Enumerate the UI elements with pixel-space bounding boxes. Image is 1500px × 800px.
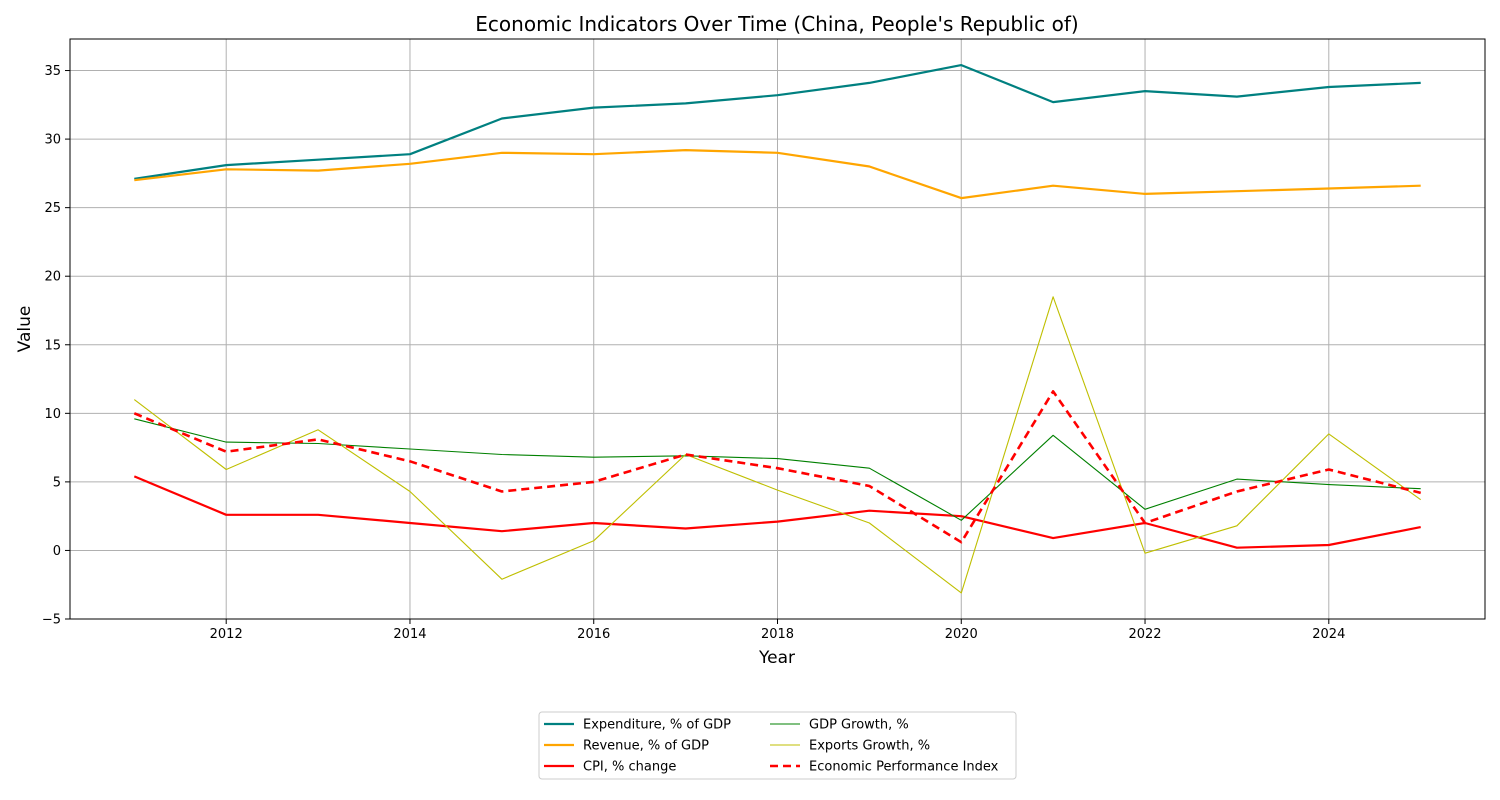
legend-label-6: Economic Performance Index xyxy=(809,760,999,775)
y-tick-label: 30 xyxy=(44,133,61,148)
y-tick-label: 10 xyxy=(44,407,61,422)
x-axis-label: Year xyxy=(758,648,795,668)
y-tick-label: 5 xyxy=(53,475,61,490)
x-tick-label: 2020 xyxy=(945,627,978,642)
y-tick-label: 20 xyxy=(44,270,61,285)
series-line-1 xyxy=(134,63,1421,180)
y-tick-label: 25 xyxy=(44,201,61,216)
series-line-5 xyxy=(133,296,1422,594)
gridlines xyxy=(70,39,1485,620)
series-lines xyxy=(133,63,1422,594)
axis-ticks: 2012 2014 2016 2018 2020 2022 2024 −5 0 5 10 15 20 25… xyxy=(42,64,1346,642)
legend-label-5: Exports Growth, % xyxy=(809,739,930,754)
x-tick-label: 2022 xyxy=(1128,627,1161,642)
legend-label-2: Revenue, % of GDP xyxy=(583,739,709,754)
y-tick-label: 35 xyxy=(44,64,61,79)
legend-label-4: GDP Growth, % xyxy=(809,718,909,733)
series-line-4 xyxy=(134,418,1421,521)
y-tick-label: 15 xyxy=(44,338,61,353)
y-tick-label: 0 xyxy=(53,544,61,559)
y-tick-label: −5 xyxy=(42,613,61,628)
x-tick-label: 2012 xyxy=(210,627,243,642)
x-tick-label: 2018 xyxy=(761,627,794,642)
x-tick-label: 2014 xyxy=(393,627,426,642)
x-tick-label: 2016 xyxy=(577,627,610,642)
series-line-6 xyxy=(133,390,1422,544)
series-line-2 xyxy=(134,149,1421,200)
legend: Expenditure, % of GDP Revenue, % of GDP CP… xyxy=(538,711,1017,780)
y-axis-label: Value xyxy=(15,306,35,353)
x-tick-label: 2024 xyxy=(1312,627,1345,642)
legend-label-1: Expenditure, % of GDP xyxy=(583,718,731,733)
legend-label-3: CPI, % change xyxy=(583,760,676,775)
chart-title: Economic Indicators Over Time (China, Pe… xyxy=(475,12,1078,36)
series-line-3 xyxy=(133,475,1421,549)
